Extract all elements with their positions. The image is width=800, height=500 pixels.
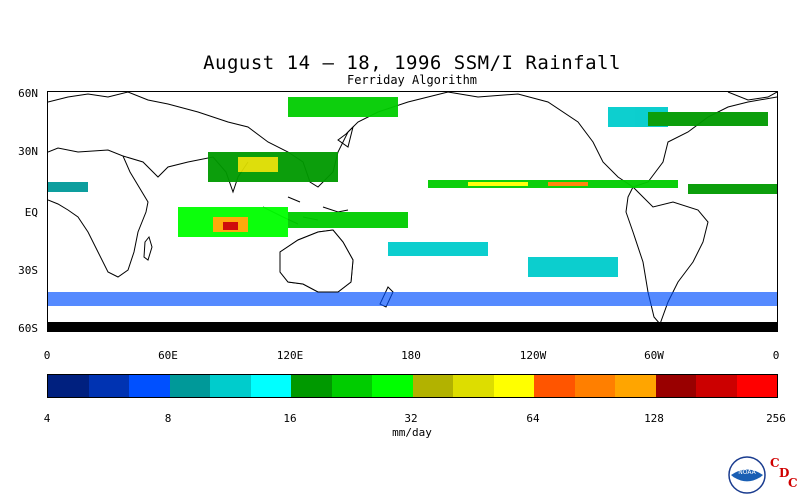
rain-north-atlantic-east	[648, 112, 768, 126]
colorbar-swatch-14	[615, 375, 656, 397]
rain-spcz	[388, 242, 488, 256]
lon-label-180: 180	[401, 349, 421, 362]
rain-atlantic-east	[688, 184, 777, 194]
colorbar-tick-4: 4	[43, 412, 51, 425]
colorbar-tick-64: 64	[526, 412, 540, 425]
colorbar-swatch-8	[372, 375, 413, 397]
colorbar-swatch-6	[291, 375, 332, 397]
cdc-letter-c2: C	[788, 476, 798, 490]
colorbar-swatch-0	[48, 375, 89, 397]
lon-label-0-end: 0	[772, 349, 780, 362]
rain-itcz-core-1	[468, 182, 528, 186]
colorbar-tick-16: 16	[283, 412, 297, 425]
rainfall-map	[47, 91, 778, 332]
lat-label-eq: EQ	[24, 206, 38, 219]
colorbar-swatch-17	[736, 375, 777, 397]
colorbar-swatch-11	[493, 375, 534, 397]
map-title: August 14 – 18, 1996 SSM/I Rainfall	[203, 52, 621, 74]
colorbar-swatch-13	[574, 375, 615, 397]
colorbar-swatch-10	[453, 375, 494, 397]
rain-southern-ocean	[48, 292, 777, 306]
antarctica	[48, 322, 777, 331]
madagascar-outline	[143, 235, 153, 261]
arabia-india-outline	[122, 155, 249, 194]
cdc-letter-c1: C	[770, 456, 780, 470]
colorbar-unit: mm/day	[392, 426, 432, 439]
lat-label-60n: 60N	[18, 87, 38, 100]
colorbar-swatch-4	[210, 375, 251, 397]
lat-label-30n: 30N	[18, 145, 38, 158]
world-map-svg	[48, 92, 777, 331]
lat-label-60s: 60S	[18, 322, 38, 335]
colorbar-tick-256: 256	[766, 412, 786, 425]
colorbar-swatch-3	[169, 375, 210, 397]
cdc-letter-d: D	[779, 466, 790, 480]
lon-label-60e: 60E	[158, 349, 178, 362]
rain-itcz-core-2	[548, 182, 588, 186]
colorbar-swatch-5	[250, 375, 291, 397]
rain-north-pacific-west	[288, 97, 398, 117]
map-subtitle: Ferriday Algorithm	[346, 73, 478, 87]
colorbar-tick-128: 128	[644, 412, 664, 425]
rainfall-colorbar	[47, 374, 778, 398]
greenland-outline	[727, 92, 777, 101]
rain-monsoon-core	[238, 157, 278, 172]
north-america-outline	[447, 92, 777, 188]
colorbar-swatch-16	[696, 375, 737, 397]
colorbar-tick-32: 32	[404, 412, 418, 425]
colorbar-swatch-9	[412, 375, 453, 397]
lon-label-60w: 60W	[644, 349, 664, 362]
colorbar-swatch-1	[88, 375, 129, 397]
svg-text:NOAA: NOAA	[738, 469, 756, 476]
australia-land	[279, 229, 354, 293]
colorbar-swatch-7	[331, 375, 372, 397]
lon-label-0: 0	[43, 349, 51, 362]
japan-outline	[337, 125, 354, 148]
noaa-logo-icon: NOAA	[728, 456, 766, 494]
colorbar-tick-8: 8	[164, 412, 172, 425]
rain-indian-peak	[223, 222, 238, 230]
africa-outline	[48, 147, 149, 278]
lat-label-30s: 30S	[18, 264, 38, 277]
colorbar-swatch-15	[655, 375, 696, 397]
rain-south-pacific	[528, 257, 618, 277]
lon-label-120e: 120E	[276, 349, 304, 362]
rain-maritime-continent	[288, 212, 408, 228]
rainfall-patches	[48, 97, 777, 306]
lon-label-120w: 120W	[519, 349, 547, 362]
colorbar-swatch-12	[534, 375, 575, 397]
colorbar-swatch-2	[129, 375, 170, 397]
rain-atlantic-west	[48, 182, 88, 192]
